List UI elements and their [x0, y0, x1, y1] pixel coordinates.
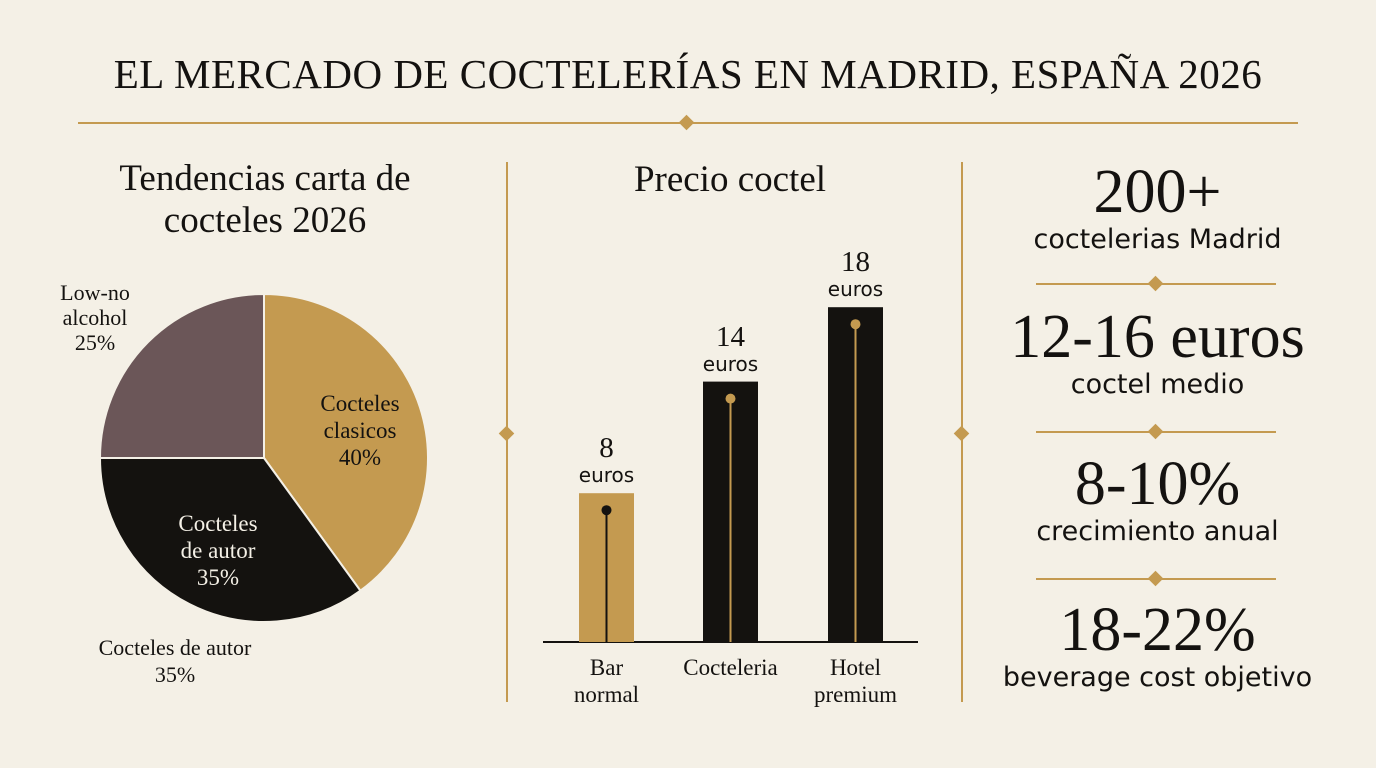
- page-title: EL MERCADO DE COCTELERÍAS EN MADRID, ESP…: [113, 51, 1263, 97]
- bar-unit: euros: [702, 351, 759, 376]
- label-line: Cocteles: [320, 391, 400, 416]
- stat-block: 12-16 euros coctel medio: [970, 305, 1345, 400]
- stat-value: 18-22%: [1059, 596, 1256, 664]
- stat-block: 8-10% crecimiento anual: [970, 452, 1345, 547]
- label-line: Low-no: [60, 280, 130, 305]
- bar-value-label: 14 euros: [673, 322, 788, 376]
- label-line: alcohol: [62, 305, 128, 330]
- bar-value: 18: [841, 246, 870, 279]
- label-line: Cocteles: [178, 511, 258, 536]
- tick-line: Bar: [589, 655, 624, 680]
- pie-slice-cocteles-de-autor: [98, 457, 362, 623]
- x-tick-label: Bar normal: [529, 654, 684, 708]
- bar-marker-dot: [850, 319, 861, 330]
- x-tick-label: Cocteleria: [653, 654, 808, 681]
- stat-value: 12-16 euros: [1010, 303, 1305, 371]
- bar-value: 8: [599, 432, 614, 465]
- bar-marker-dot: [601, 505, 612, 516]
- stat-label: coctel medio: [1070, 369, 1245, 400]
- stat-label: coctelerias Madrid: [1033, 224, 1282, 255]
- label-line: 35%: [196, 565, 240, 590]
- bar-value: 14: [716, 320, 745, 353]
- label-autor-inside: Cocteles de autor 35%: [148, 510, 288, 591]
- x-tick-label: Hotel premium: [778, 654, 933, 708]
- tick-line: Cocteleria: [683, 655, 778, 680]
- stat-block: 18-22% beverage cost objetivo: [970, 598, 1345, 693]
- pie-slice-low-no-alcohol: [98, 292, 265, 459]
- label-line: Cocteles de autor: [98, 635, 252, 660]
- bar-unit: euros: [827, 277, 884, 302]
- stat-block: 200+ coctelerias Madrid: [970, 160, 1345, 255]
- label-line: 25%: [74, 330, 116, 355]
- label-line: 35%: [154, 662, 196, 687]
- bar-unit: euros: [578, 463, 635, 488]
- label-autor-outside: Cocteles de autor 35%: [60, 634, 290, 688]
- pie-slice-cocteles-clasicos: [263, 292, 429, 593]
- bar-chart-title: Precio coctel: [633, 159, 827, 200]
- bar-value-label: 18 euros: [798, 247, 913, 301]
- label-line: 40%: [338, 445, 382, 470]
- label-low-no-outside: Low-no alcohol 25%: [40, 280, 150, 355]
- bar-marker-dot: [725, 393, 736, 404]
- tick-line: Hotel: [829, 655, 882, 680]
- label-clasicos: Cocteles clasicos 40%: [290, 390, 430, 471]
- bar-value-label: 8 euros: [549, 433, 664, 487]
- tick-line: normal: [573, 682, 640, 707]
- label-line: de autor: [180, 538, 256, 563]
- stat-label: beverage cost objetivo: [1002, 662, 1313, 693]
- label-line: clasicos: [323, 418, 397, 443]
- stat-value: 200+: [1093, 158, 1222, 226]
- stat-label: crecimiento anual: [1036, 516, 1279, 547]
- pie-title: Tendencias carta de cocteles 2026: [119, 158, 411, 241]
- stat-value: 8-10%: [1074, 450, 1241, 518]
- tick-line: premium: [813, 682, 898, 707]
